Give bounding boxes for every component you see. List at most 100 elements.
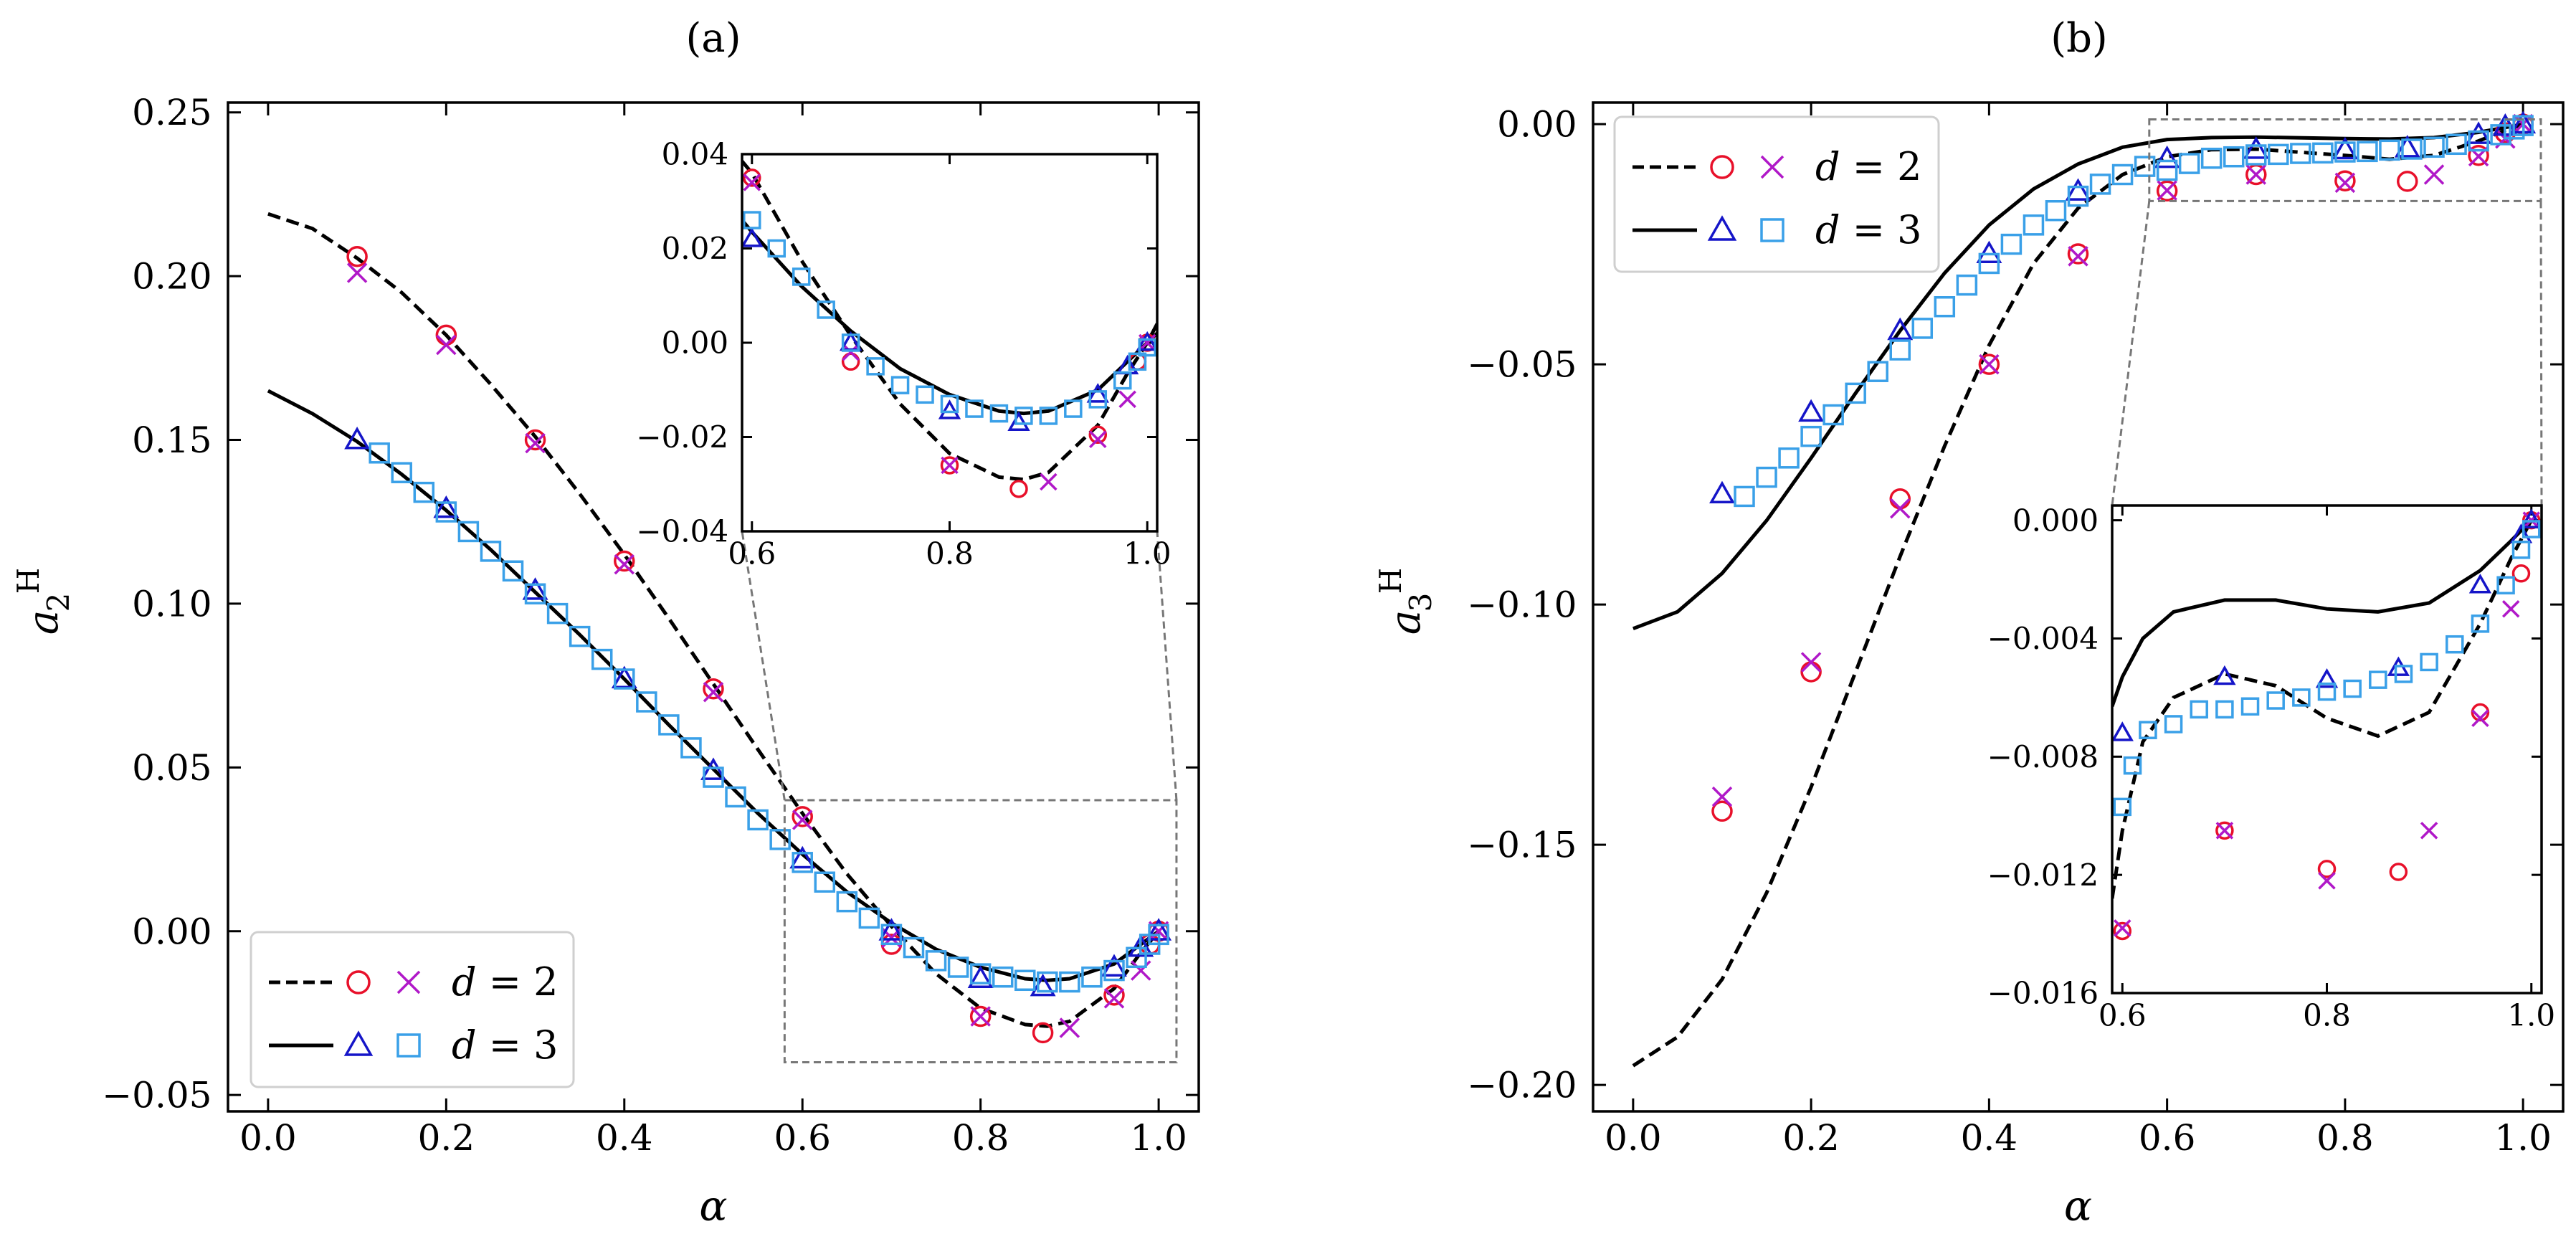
inset-marker-square [1113, 371, 1132, 390]
marker-x [614, 554, 635, 575]
marker-square [947, 956, 969, 978]
legend-label-var: d [1815, 144, 1840, 189]
marker-x [970, 1006, 991, 1027]
inset-marker-triangle [2520, 508, 2542, 528]
inset-marker-square [866, 357, 885, 376]
inset-marker-square [2266, 691, 2285, 710]
inset-y-tick-label: −0.04 [636, 514, 728, 549]
inset-marker-x [1118, 390, 1136, 409]
zoom-connector [2539, 201, 2543, 506]
marker-triangle [2466, 121, 2492, 144]
legend-box [249, 931, 575, 1088]
legend: d = 2d = 3 [1613, 115, 1940, 273]
marker-x [1890, 498, 1911, 519]
series-group [267, 212, 1172, 1044]
marker-square [925, 950, 947, 972]
marker-circle [346, 245, 368, 267]
panel-title: (a) [685, 15, 741, 62]
marker-triangle [2154, 145, 2180, 168]
marker-triangle [433, 495, 460, 518]
marker-square [2023, 214, 2045, 236]
y-tick-label: 0.00 [132, 911, 212, 952]
inset-marker-triangle [2468, 574, 2492, 594]
inset-marker-circle [1088, 425, 1108, 444]
marker-square [591, 648, 613, 670]
marker-x [1979, 353, 2000, 375]
marker-square [1822, 404, 1844, 426]
marker-square [880, 924, 903, 946]
legend-label-val: = 3 [477, 1022, 559, 1068]
legend-label-var: d [1815, 207, 1840, 252]
marker-square [2134, 156, 2156, 177]
inset-marker-circle [2471, 703, 2490, 722]
marker-square [2468, 130, 2489, 152]
marker-square [703, 766, 724, 788]
inset-marker-x [2501, 600, 2520, 618]
legend-marker-triangle [1707, 215, 1737, 241]
marker-square [2423, 136, 2445, 158]
d3-theory-line [1632, 122, 2524, 631]
inset-marker-x [1138, 333, 1156, 352]
marker-square [1037, 971, 1058, 993]
marker-x [1131, 960, 1151, 981]
marker-square [1103, 959, 1125, 982]
zoom-box [2148, 118, 2542, 202]
inset-marker-x [941, 456, 959, 475]
marker-triangle [2332, 136, 2358, 160]
marker-square [2512, 115, 2534, 136]
marker-triangle [1976, 240, 2002, 264]
inset-marker-square [2446, 635, 2464, 654]
marker-square [2490, 124, 2511, 146]
inset-marker-square [2164, 715, 2183, 734]
inset-y-tick-label: 0.02 [662, 231, 729, 266]
x-tick-label: 0.0 [239, 1117, 297, 1159]
marker-square [546, 602, 569, 625]
panel-title: (b) [2050, 15, 2108, 62]
marker-x [1103, 988, 1125, 1009]
inset-frame [2111, 504, 2543, 994]
marker-triangle [344, 427, 371, 450]
marker-triangle [611, 665, 637, 688]
inset-marker-square [2190, 700, 2208, 719]
inset-series-group [2112, 508, 2542, 941]
marker-square [2446, 133, 2467, 156]
axes-frame [227, 101, 1200, 1113]
inset-x-tick-label: 0.6 [728, 536, 776, 571]
series-group [1632, 110, 2537, 1068]
marker-circle [614, 550, 635, 572]
d2-theory-line [267, 212, 1161, 1028]
inset-y-tick-label: 0.00 [662, 326, 729, 361]
marker-square [2334, 141, 2356, 163]
inset-marker-circle [1009, 480, 1028, 498]
marker-square [1889, 339, 1911, 361]
legend-marker-triangle [343, 1030, 374, 1056]
marker-circle [969, 1005, 992, 1027]
marker-square [658, 714, 680, 736]
marker-square [480, 541, 502, 562]
inset-marker-square [1128, 352, 1147, 371]
inset-marker-triangle [938, 399, 961, 419]
marker-square [1911, 318, 1934, 339]
inset-marker-square [1039, 407, 1058, 425]
marker-square [769, 829, 791, 850]
inset-y-tick-label: −0.008 [1987, 739, 2099, 774]
zoom-connector [1156, 531, 1178, 801]
y-axis-label-base: a [19, 610, 67, 635]
marker-square [2045, 200, 2067, 222]
inset-marker-x [743, 174, 761, 191]
legend-label-var: d [452, 1022, 477, 1068]
inset-d3-theory-line [2112, 518, 2533, 708]
marker-square [2156, 159, 2178, 181]
marker-square [2312, 142, 2334, 164]
marker-triangle [2243, 136, 2269, 159]
inset-marker-circle [2511, 564, 2531, 583]
marker-square [1014, 969, 1036, 992]
legend-label: d = 3 [1815, 207, 1922, 252]
inset-marker-square [2139, 721, 2157, 739]
inset-marker-square [2496, 576, 2515, 595]
marker-circle [1032, 1022, 1054, 1044]
x-tick-label: 0.0 [1605, 1117, 1662, 1159]
legend-marker-square [396, 1033, 421, 1058]
inset-marker-circle [2113, 921, 2132, 941]
x-tick-label: 1.0 [2494, 1117, 2552, 1159]
